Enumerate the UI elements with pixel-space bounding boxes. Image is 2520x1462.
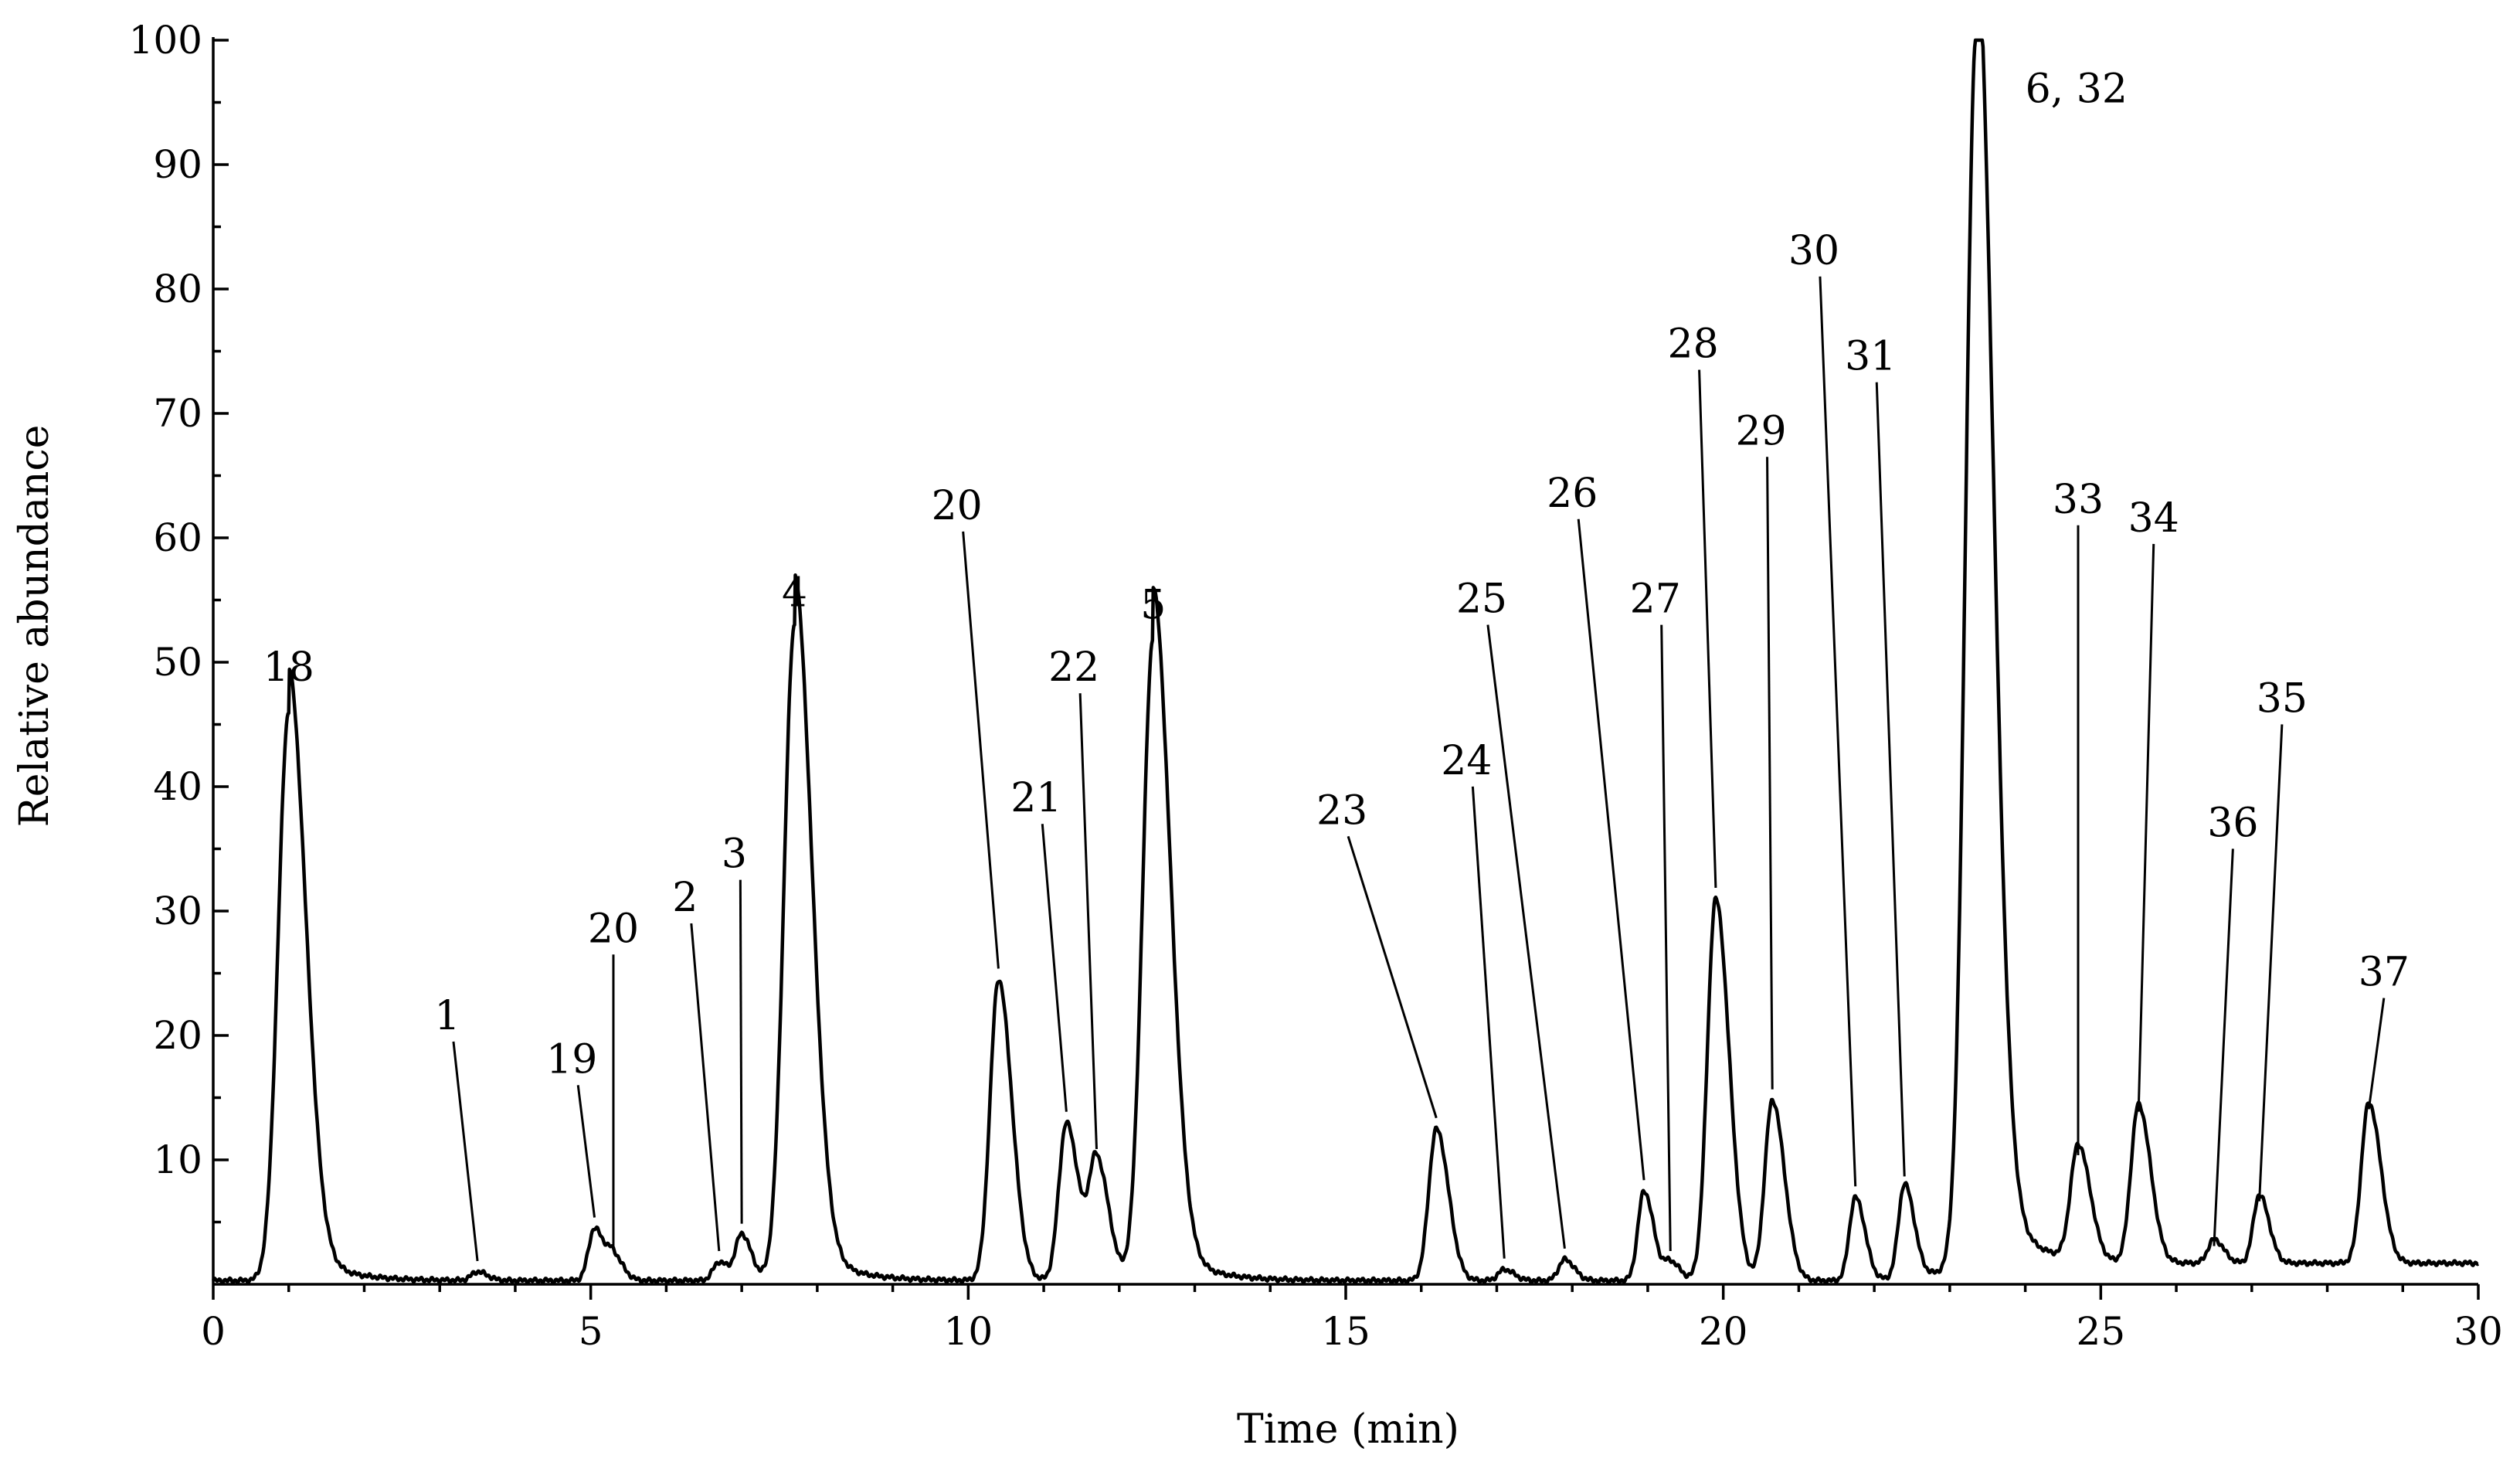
y-tick-label: 10 [153, 1137, 202, 1182]
x-tick-label: 20 [1699, 1309, 1748, 1354]
peak-label: 27 [1630, 576, 1681, 623]
y-tick-label: 30 [153, 889, 202, 933]
peak-label: 20 [588, 906, 639, 952]
y-tick-label: 80 [153, 267, 202, 311]
peak-label: 2 [672, 875, 698, 921]
leader-line [1660, 624, 1672, 1252]
leader-line [1471, 786, 1506, 1259]
leader-line [1766, 457, 1774, 1090]
leader-line [1698, 369, 1717, 888]
x-axis-title: Time (min) [1237, 1406, 1459, 1453]
leader-line [1041, 824, 1068, 1112]
peak-label: 30 [1788, 228, 1839, 274]
leader-line [1875, 382, 1906, 1177]
x-tick-label: 5 [579, 1309, 603, 1354]
peak-label: 24 [1441, 738, 1492, 784]
peak-label: 29 [1735, 408, 1786, 454]
peak-label: 6, 32 [2026, 66, 2128, 113]
leader-line [576, 1085, 596, 1218]
leader-line [2213, 848, 2234, 1246]
peak-label: 21 [1010, 775, 1061, 821]
leader-line [690, 923, 721, 1252]
peak-label: 31 [1845, 334, 1896, 380]
y-tick-label: 100 [129, 18, 202, 63]
peak-label: 28 [1667, 321, 1718, 368]
peak-label: 37 [2359, 950, 2410, 996]
x-tick-label: 30 [2454, 1309, 2503, 1354]
trace-group [211, 38, 2480, 1285]
y-tick-label: 60 [153, 515, 202, 560]
x-tick-label: 10 [944, 1309, 993, 1354]
leader-line [1078, 693, 1098, 1150]
x-tick-label: 15 [1321, 1309, 1370, 1354]
y-axis-title: Relative abundance [12, 425, 58, 828]
y-tick-label: 90 [153, 142, 202, 187]
peak-label: 18 [263, 644, 314, 691]
peak-label: 22 [1048, 644, 1099, 691]
y-tick-label: 70 [153, 391, 202, 436]
peak-label: 33 [2053, 477, 2104, 523]
peak-label: 25 [1456, 576, 1507, 623]
peak-label: 19 [546, 1036, 597, 1083]
leader-line [1486, 624, 1566, 1249]
peak-label: 34 [2128, 495, 2179, 542]
x-tick-label: 0 [201, 1309, 226, 1354]
peak-label: 5 [1140, 583, 1166, 629]
leader-line [2367, 998, 2386, 1110]
leader-line [2137, 543, 2155, 1112]
peak-label: 35 [2257, 675, 2308, 722]
chromatogram-trace [211, 38, 2480, 1285]
leader-line [739, 879, 743, 1224]
leader-line [1819, 276, 1857, 1187]
y-tick-label: 20 [153, 1013, 202, 1058]
peak-label: 26 [1547, 471, 1598, 517]
leader-line [1347, 835, 1438, 1119]
leader-line [1577, 518, 1645, 1181]
leader-line [452, 1041, 479, 1262]
peak-label: 1 [434, 993, 460, 1039]
x-tick-label: 25 [2077, 1309, 2126, 1354]
y-tick-label: 50 [153, 640, 202, 685]
peak-label: 23 [1316, 787, 1367, 834]
peak-label: 20 [932, 483, 983, 529]
peak-label: 3 [722, 831, 747, 878]
y-tick-label: 40 [153, 764, 202, 809]
leader-line [962, 531, 1000, 969]
leader-line [2258, 724, 2284, 1202]
peak-label: 36 [2207, 800, 2258, 846]
peak-label: 4 [782, 570, 807, 617]
